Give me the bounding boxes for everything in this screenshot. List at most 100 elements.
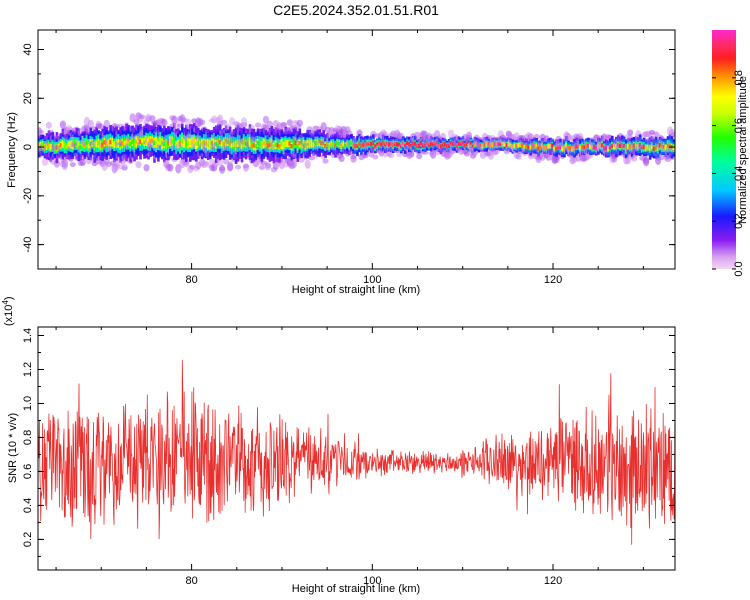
spectrogram-cell	[643, 158, 650, 165]
spectrogram-cell	[465, 141, 469, 147]
spectrogram-cell	[61, 162, 68, 170]
spectrogram-y-tick-label: -20	[22, 188, 34, 204]
snr-series-line	[38, 359, 675, 545]
spectrogram-cell	[396, 142, 399, 147]
spectrogram-cell	[77, 142, 81, 148]
spectrogram-cell	[238, 141, 242, 146]
spectrogram-cell	[553, 146, 556, 152]
spectrogram-cell	[605, 146, 608, 151]
spectrogram-cell	[581, 144, 584, 149]
spectrogram-cell	[282, 143, 286, 148]
spectrogram-cell	[254, 122, 262, 128]
spectrogram-cell	[230, 143, 234, 148]
spectrogram-cell	[85, 140, 89, 146]
spectrogram-cell	[537, 146, 540, 151]
spectrogram-cell	[286, 119, 293, 126]
spectrogram-cell	[421, 143, 425, 148]
spectrogram-cell	[189, 140, 192, 146]
spectrogram-cell	[553, 154, 560, 164]
spectrogram-cell	[254, 143, 258, 149]
spectrogram-cell	[561, 146, 564, 151]
spectrogram-cell	[49, 145, 53, 150]
spectrogram-cell	[579, 145, 582, 151]
spectrogram-cell	[222, 141, 226, 147]
spectrogram-cell	[491, 142, 495, 147]
spectrogram-cell	[167, 141, 170, 146]
spectrogram-cell	[221, 119, 228, 125]
spectrogram-cell	[262, 141, 266, 146]
spectrogram-cell	[622, 143, 626, 149]
spectrogram-cell	[191, 140, 194, 145]
spectrogram-cell	[304, 159, 311, 169]
spectrogram-cell	[551, 143, 554, 148]
spectrogram-cell	[342, 141, 345, 147]
spectrogram-cell	[181, 139, 184, 144]
spectrogram-cell	[567, 146, 570, 151]
snr-panel: 80 100 120 0.2 0.4 0.6 0.8 1.0 1.2 1.4 Height of…	[1, 296, 676, 595]
spectrogram-cell	[413, 141, 417, 146]
spectrogram-y-tick-label: 20	[22, 92, 34, 104]
spectrogram-cell	[121, 165, 128, 171]
spectrogram-cell	[240, 117, 248, 126]
spectrogram-cell	[210, 140, 214, 146]
spectrogram-cell	[288, 141, 292, 146]
spectrogram-cell	[664, 145, 668, 150]
spectrogram-cell	[292, 141, 296, 146]
spectrogram-cell	[419, 140, 423, 145]
spectrogram-cell	[149, 138, 152, 144]
snr-x-ticks: 80 100 120	[55, 327, 644, 587]
spectrogram-cell	[214, 142, 218, 147]
spectrogram-y-tick-label: 0	[22, 144, 34, 150]
spectrogram-cell	[406, 140, 409, 145]
spectrogram-heatmap	[38, 112, 675, 174]
spectrogram-cell	[228, 141, 232, 146]
snr-y-tick-label: 0.6	[22, 464, 34, 479]
snr-y-tick-label: 0.2	[22, 532, 34, 547]
spectrogram-cell	[135, 161, 142, 169]
spectrogram-cell	[611, 143, 614, 148]
spectrogram-cell	[422, 150, 429, 155]
spectrogram-cell	[208, 142, 212, 147]
spectrogram-cell	[242, 163, 250, 172]
spectrogram-cell	[575, 144, 578, 149]
spectrogram-cell	[149, 115, 156, 123]
spectrogram-cell	[135, 139, 138, 145]
spectrogram-cell	[131, 139, 134, 144]
spectrogram-cell	[153, 140, 156, 145]
spectrogram-cell	[183, 141, 186, 146]
spectrogram-cell	[344, 143, 347, 148]
spectrogram-cell	[87, 119, 94, 129]
spectrogram-cell	[219, 164, 226, 174]
snr-x-tick-label: 100	[363, 575, 381, 587]
spectrogram-cell	[310, 141, 313, 146]
spectrogram-cell	[264, 141, 268, 146]
spectrogram-frame	[37, 29, 676, 270]
spectrogram-cell	[585, 143, 588, 148]
spectrogram-cell	[161, 118, 168, 127]
spectrogram-cell	[248, 140, 252, 145]
spectrogram-cell	[69, 162, 76, 168]
spectrogram-cell	[197, 141, 200, 146]
snr-x-tick-label: 120	[544, 575, 562, 587]
spectrogram-cell	[362, 152, 369, 159]
spectrogram-cell	[97, 123, 104, 130]
snr-y-tick-label: 1.0	[22, 396, 34, 411]
spectrogram-cell	[340, 143, 343, 149]
spectrogram-y-axis-label: Frequency (Hz)	[6, 112, 18, 188]
snr-y-tick-label: 1.2	[22, 362, 34, 377]
spectrogram-cell	[163, 141, 166, 147]
spectrogram-cell	[517, 143, 520, 148]
spectrogram-cell	[372, 154, 379, 160]
spectrogram-cell	[256, 140, 260, 146]
spectrogram-cell	[101, 142, 104, 147]
spectrogram-cell	[451, 141, 455, 147]
spectrogram-cell	[286, 141, 290, 146]
spectrogram-cell	[103, 119, 110, 129]
spectrogram-cell	[539, 144, 542, 150]
spectrogram-cell	[195, 141, 198, 146]
snr-y-tick-label: 0.4	[22, 498, 34, 513]
spectrogram-cell	[218, 140, 222, 145]
spectrogram-cell	[627, 129, 634, 136]
spectrogram-cell	[668, 143, 672, 149]
